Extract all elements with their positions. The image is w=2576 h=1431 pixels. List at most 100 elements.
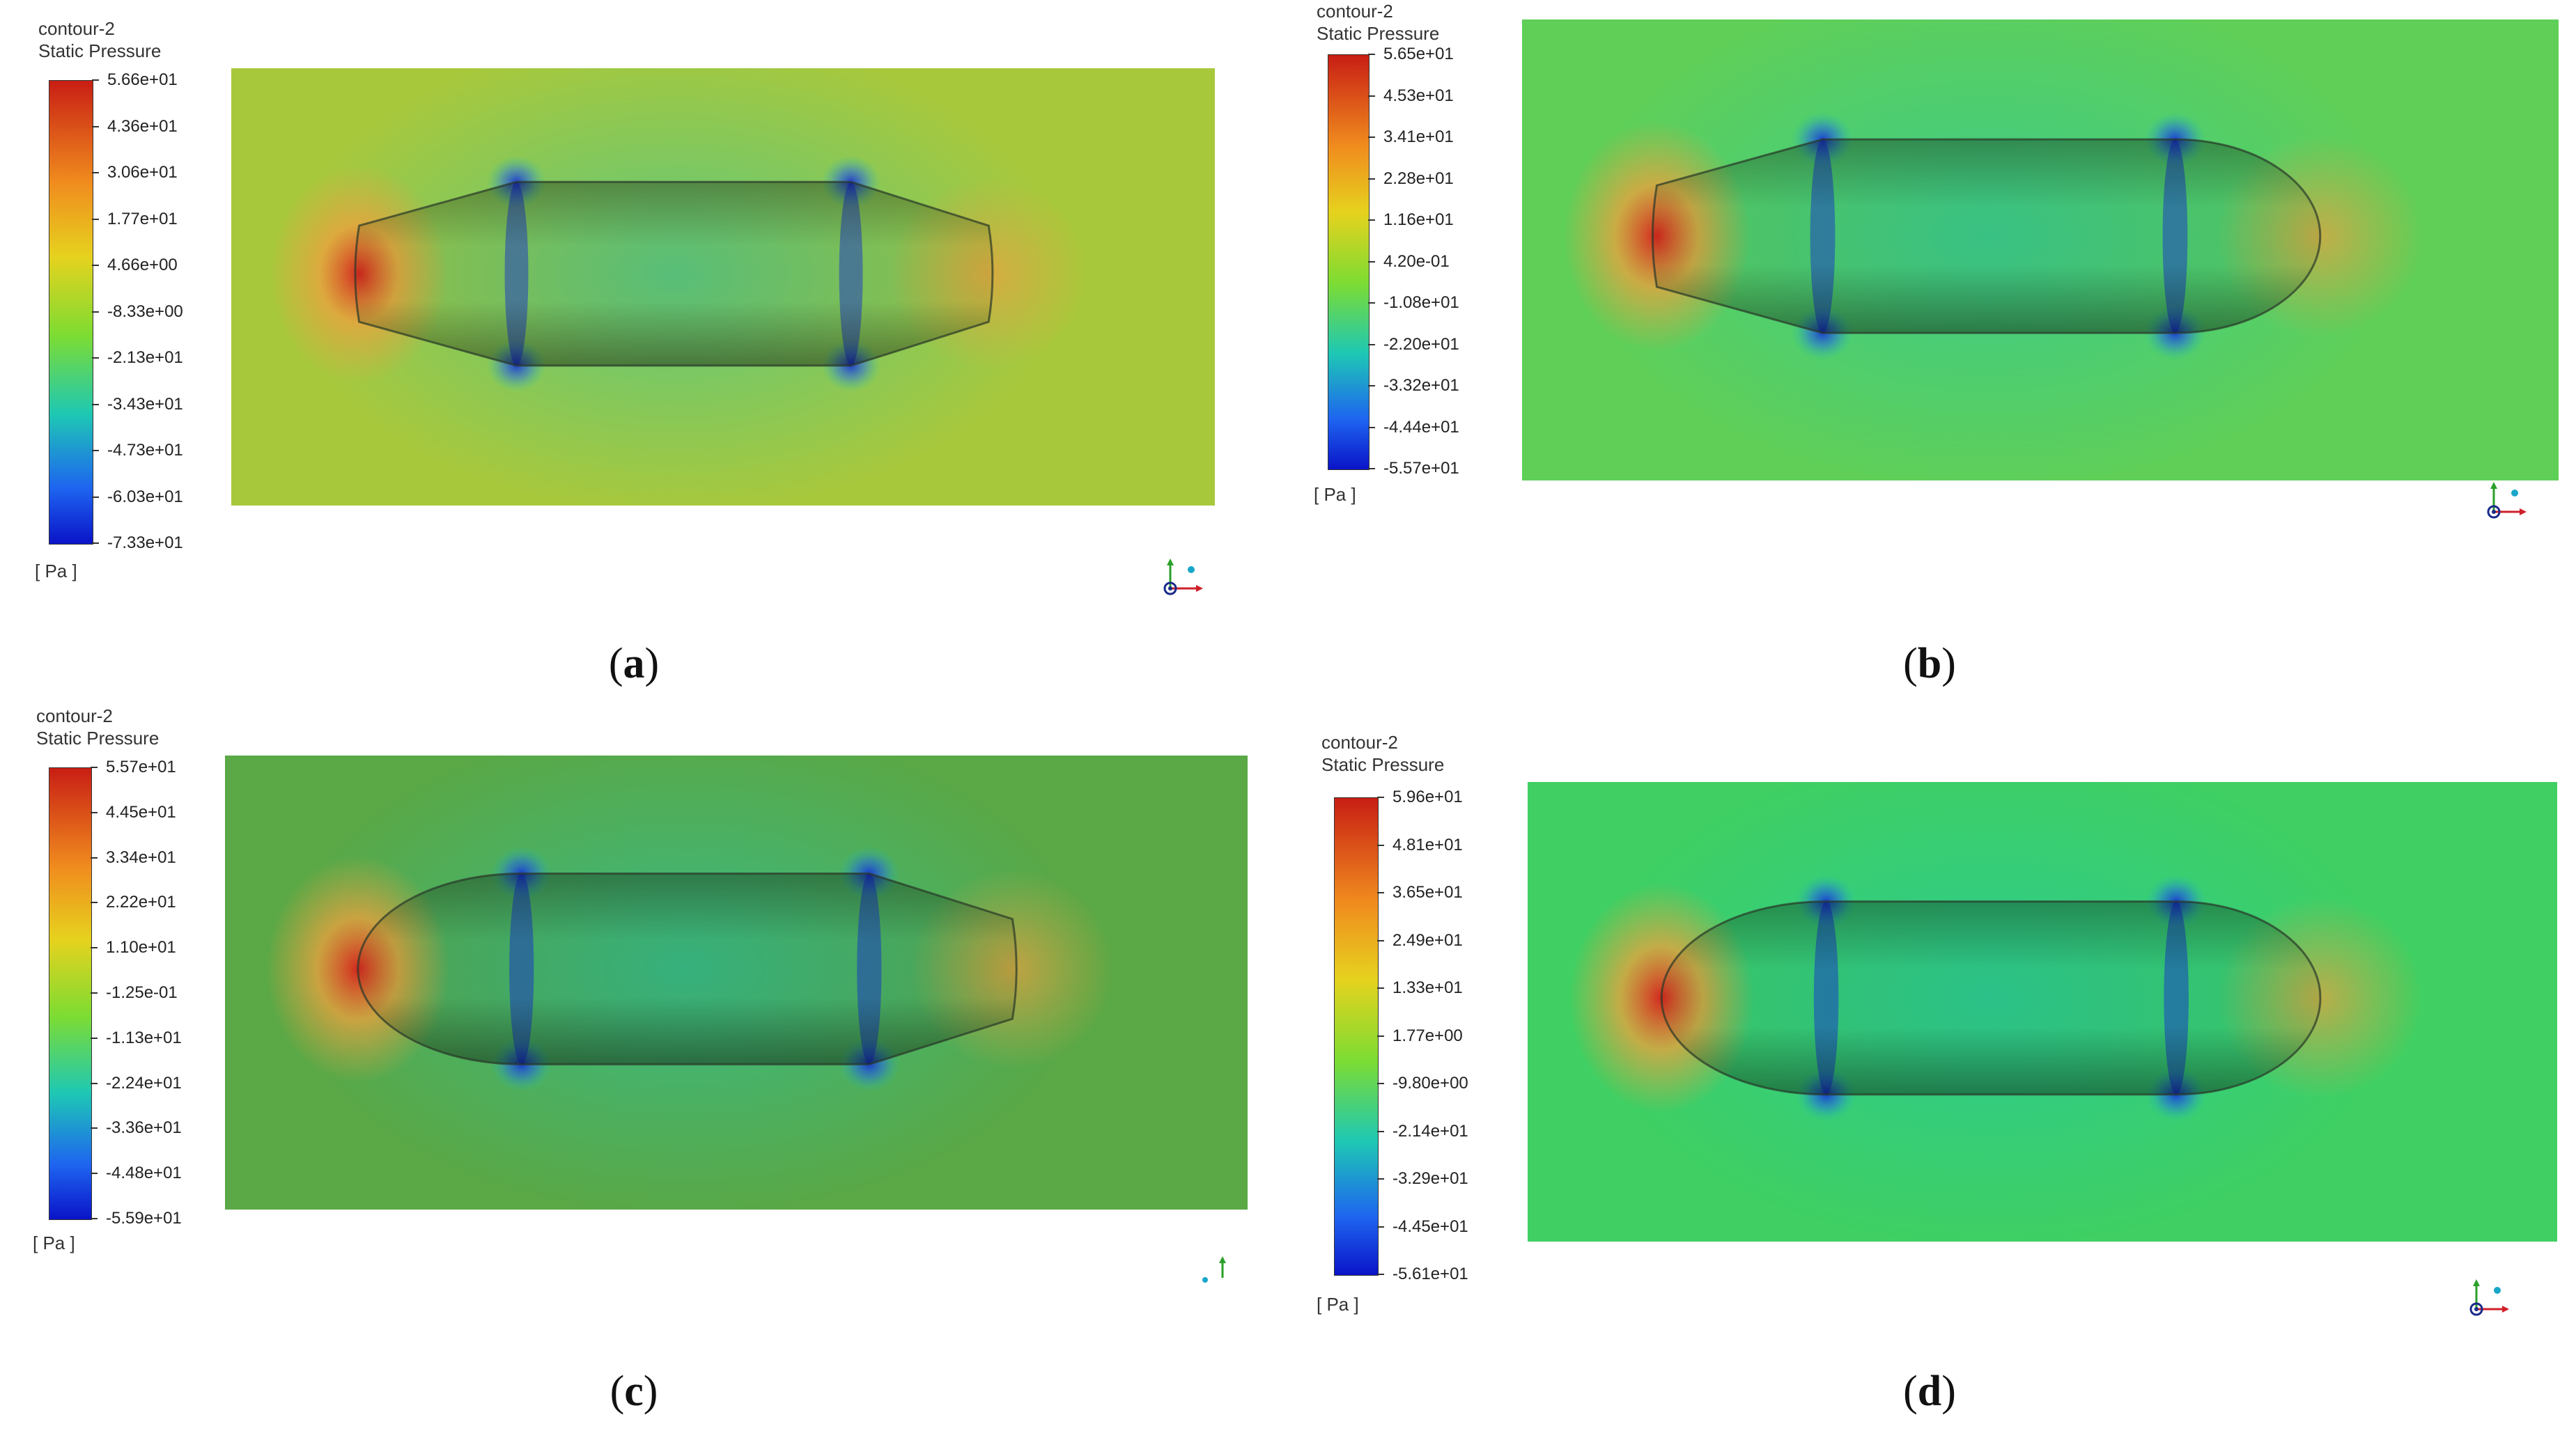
colorbar-unit: [ Pa ]: [1314, 484, 1356, 505]
colorbar-tick-label: -3.36e+01: [106, 1118, 182, 1138]
figure-caption: (d): [1903, 1368, 1956, 1415]
colorbar-tick: [1368, 95, 1375, 97]
pressure-field: [1528, 782, 2557, 1242]
colorbar-tick-label: -8.33e+00: [107, 302, 183, 321]
colorbar-tick: [92, 218, 99, 220]
variable-name: Static Pressure: [36, 728, 160, 749]
colorbar-tick: [1368, 260, 1375, 263]
colorbar-tick: [1377, 1274, 1384, 1275]
colorbar-tick: [92, 172, 99, 173]
colorbar-tick-label: 2.22e+01: [106, 893, 176, 912]
colorbar-tick: [1368, 302, 1375, 304]
axis-triad-icon: [1191, 1240, 1254, 1302]
colorbar-tick: [91, 1037, 98, 1039]
colorbar-tick-label: -6.03e+01: [107, 487, 183, 506]
colorbar-tick: [1368, 178, 1375, 180]
colorbar-tick-label: -4.48e+01: [106, 1164, 182, 1183]
pressure-field-svg: [270, 68, 1087, 506]
colorbar-tick: [1377, 797, 1384, 798]
axis-triad-icon: [1153, 543, 1216, 606]
colorbar-tick: [91, 1082, 98, 1084]
colorbar-tick-label: -7.33e+01: [107, 533, 183, 552]
vessel-body: [357, 873, 1018, 1065]
axis-triad-icon: [2459, 1264, 2522, 1327]
pressure-field-svg: [1569, 782, 2423, 1242]
colorbar-tick: [91, 1173, 98, 1175]
pressure-field-svg: [265, 756, 1115, 1210]
colorbar-tick: [1368, 343, 1375, 345]
pressure-field: [1522, 19, 2559, 480]
colorbar-tick-label: 5.57e+01: [106, 758, 176, 776]
vessel-body: [1660, 900, 2322, 1096]
colorbar-tick: [92, 496, 99, 498]
pressure-field: [231, 68, 1215, 506]
contour-name: contour-2: [1317, 1, 1393, 22]
axis-triad-icon: [2476, 467, 2539, 529]
colorbar-tick-label: -5.59e+01: [106, 1209, 182, 1228]
colorbar-gradient: [49, 767, 92, 1220]
colorbar-tick: [92, 79, 99, 81]
colorbar-tick-label: -1.25e-01: [106, 983, 178, 1002]
colorbar-tick-label: -2.24e+01: [106, 1073, 182, 1093]
colorbar-tick-label: 5.66e+01: [107, 70, 178, 89]
colorbar-tick: [1368, 468, 1375, 469]
vessel-body: [1652, 138, 2322, 334]
colorbar-tick: [92, 542, 99, 544]
colorbar-tick-label: -9.80e+00: [1392, 1074, 1468, 1093]
colorbar-tick: [91, 992, 98, 994]
colorbar-tick-label: 5.96e+01: [1392, 788, 1463, 806]
colorbar-unit: [ Pa ]: [35, 561, 77, 581]
colorbar-tick: [91, 857, 98, 859]
colorbar-tick: [1368, 54, 1375, 55]
colorbar-tick-label: -1.13e+01: [106, 1028, 182, 1047]
colorbar-tick-label: 4.66e+00: [107, 256, 178, 274]
colorbar-tick-label: -2.14e+01: [1392, 1121, 1468, 1141]
figure-caption: (c): [610, 1368, 658, 1415]
caption-letter: d: [1917, 1368, 1942, 1415]
colorbar-tick: [1377, 1130, 1384, 1132]
colorbar-tick: [1377, 844, 1384, 846]
colorbar-tick-label: -3.32e+01: [1383, 376, 1459, 395]
colorbar-tick: [1377, 1083, 1384, 1084]
colorbar-tick-label: -1.08e+01: [1383, 293, 1459, 312]
colorbar-tick-label: 4.81e+01: [1392, 835, 1463, 854]
pressure-field-svg: [1563, 19, 2424, 480]
colorbar-gradient: [49, 80, 93, 545]
colorbar-tick-label: 1.77e+01: [107, 209, 178, 228]
colorbar-tick-label: -2.20e+01: [1383, 334, 1459, 354]
vessel-body: [354, 180, 994, 367]
colorbar-tick: [91, 767, 98, 768]
colorbar-tick-label: -3.29e+01: [1392, 1169, 1468, 1188]
figure-caption: (a): [608, 640, 660, 687]
colorbar-tick: [1377, 1226, 1384, 1228]
colorbar-tick-label: -5.61e+01: [1392, 1265, 1468, 1283]
colorbar-tick: [1368, 219, 1375, 221]
axis-triad-svg: [1202, 1256, 1226, 1283]
colorbar-tick: [1368, 136, 1375, 138]
colorbar-tick: [1377, 1178, 1384, 1180]
colorbar-tick: [1368, 385, 1375, 386]
variable-name: Static Pressure: [1317, 23, 1440, 44]
caption-letter: b: [1917, 640, 1942, 687]
colorbar-tick-label: 1.16e+01: [1383, 210, 1454, 229]
colorbar-tick-label: 3.34e+01: [106, 847, 176, 867]
colorbar-tick-label: -4.44e+01: [1383, 417, 1459, 437]
colorbar-tick: [92, 403, 99, 405]
colorbar-tick: [1377, 892, 1384, 893]
caption-letter: a: [623, 640, 645, 687]
colorbar-tick: [92, 125, 99, 127]
axis-triad-svg: [2469, 1279, 2509, 1316]
variable-name: Static Pressure: [1321, 754, 1445, 775]
colorbar-gradient: [1334, 797, 1379, 1276]
contour-name: contour-2: [38, 18, 115, 39]
colorbar-tick-label: -4.45e+01: [1392, 1217, 1468, 1236]
colorbar-tick: [92, 357, 99, 359]
colorbar-tick: [92, 265, 99, 266]
colorbar-tick: [91, 811, 98, 813]
colorbar-unit: [ Pa ]: [33, 1233, 75, 1253]
colorbar-tick-label: 1.10e+01: [106, 938, 176, 957]
colorbar-tick: [92, 311, 99, 313]
colorbar-unit: [ Pa ]: [1317, 1294, 1359, 1315]
colorbar-tick-label: -4.73e+01: [107, 441, 183, 460]
colorbar-tick-label: 5.65e+01: [1383, 45, 1454, 63]
